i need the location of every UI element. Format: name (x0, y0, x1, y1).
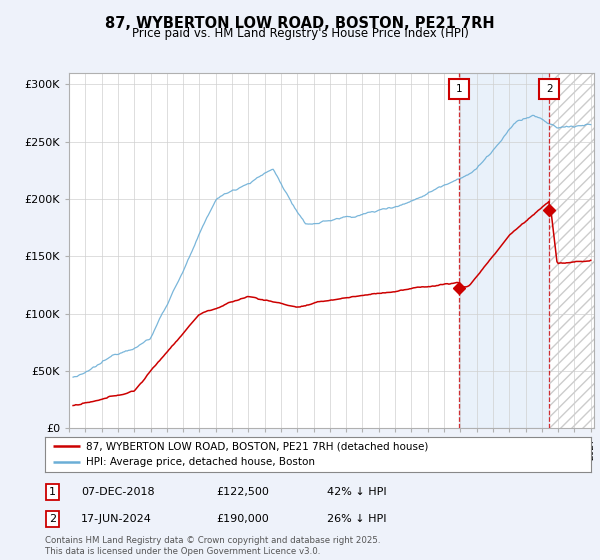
Text: £122,500: £122,500 (216, 487, 269, 497)
Text: 87, WYBERTON LOW ROAD, BOSTON, PE21 7RH (detached house): 87, WYBERTON LOW ROAD, BOSTON, PE21 7RH … (86, 441, 428, 451)
Text: 2: 2 (546, 84, 553, 94)
Text: 26% ↓ HPI: 26% ↓ HPI (327, 514, 386, 524)
Text: Contains HM Land Registry data © Crown copyright and database right 2025.
This d: Contains HM Land Registry data © Crown c… (45, 536, 380, 556)
Text: 87, WYBERTON LOW ROAD, BOSTON, PE21 7RH: 87, WYBERTON LOW ROAD, BOSTON, PE21 7RH (105, 16, 495, 31)
Text: £190,000: £190,000 (216, 514, 269, 524)
Text: 1: 1 (455, 84, 463, 94)
Text: 42% ↓ HPI: 42% ↓ HPI (327, 487, 386, 497)
Text: 07-DEC-2018: 07-DEC-2018 (81, 487, 155, 497)
Text: HPI: Average price, detached house, Boston: HPI: Average price, detached house, Bost… (86, 457, 315, 467)
Bar (459, 73, 550, 428)
Text: 17-JUN-2024: 17-JUN-2024 (81, 514, 152, 524)
Bar (550, 73, 594, 428)
Text: 2: 2 (49, 514, 56, 524)
Bar (550, 73, 594, 428)
Text: Price paid vs. HM Land Registry's House Price Index (HPI): Price paid vs. HM Land Registry's House … (131, 27, 469, 40)
Text: 1: 1 (49, 487, 56, 497)
